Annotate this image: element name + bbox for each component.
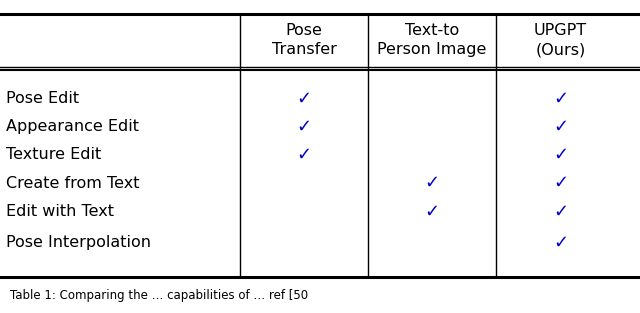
Text: Create from Text: Create from Text bbox=[6, 176, 140, 191]
Text: ✓: ✓ bbox=[553, 233, 568, 252]
Text: Text-to
Person Image: Text-to Person Image bbox=[378, 23, 486, 57]
Text: Texture Edit: Texture Edit bbox=[6, 147, 102, 162]
Text: ✓: ✓ bbox=[553, 118, 568, 136]
Text: Table 1: Comparing the … capabilities of … ref [50: Table 1: Comparing the … capabilities of… bbox=[10, 289, 308, 302]
Text: ✓: ✓ bbox=[553, 202, 568, 220]
Text: Appearance Edit: Appearance Edit bbox=[6, 119, 140, 134]
Text: Pose
Transfer: Pose Transfer bbox=[271, 23, 337, 57]
Text: ✓: ✓ bbox=[296, 90, 312, 108]
Text: ✓: ✓ bbox=[424, 174, 440, 192]
Text: Edit with Text: Edit with Text bbox=[6, 204, 115, 219]
Text: ✓: ✓ bbox=[296, 118, 312, 136]
Text: ✓: ✓ bbox=[553, 174, 568, 192]
Text: Pose Edit: Pose Edit bbox=[6, 91, 79, 106]
Text: Pose Interpolation: Pose Interpolation bbox=[6, 235, 152, 250]
Text: ✓: ✓ bbox=[553, 90, 568, 108]
Text: UPGPT
(Ours): UPGPT (Ours) bbox=[534, 23, 588, 57]
Text: ✓: ✓ bbox=[553, 146, 568, 164]
Text: ✓: ✓ bbox=[424, 202, 440, 220]
Text: ✓: ✓ bbox=[296, 146, 312, 164]
